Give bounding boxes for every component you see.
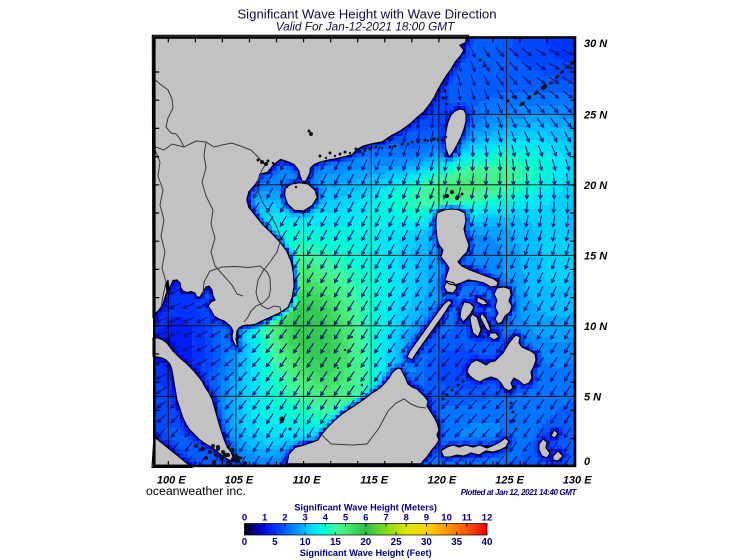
svg-text:Significant Wave Height (Feet): Significant Wave Height (Feet) bbox=[300, 548, 432, 558]
svg-text:130 E: 130 E bbox=[563, 475, 592, 487]
svg-text:105 E: 105 E bbox=[225, 475, 254, 487]
svg-text:1: 1 bbox=[262, 513, 268, 524]
svg-text:5 N: 5 N bbox=[584, 391, 602, 403]
svg-text:100 E: 100 E bbox=[157, 475, 186, 487]
svg-text:30: 30 bbox=[421, 537, 432, 548]
svg-text:115 E: 115 E bbox=[360, 475, 389, 487]
svg-text:11: 11 bbox=[462, 513, 473, 524]
svg-text:7: 7 bbox=[383, 513, 388, 524]
svg-text:10 N: 10 N bbox=[584, 321, 608, 333]
svg-text:2: 2 bbox=[282, 513, 287, 524]
svg-text:oceanweather inc.: oceanweather inc. bbox=[146, 484, 246, 498]
svg-text:5: 5 bbox=[272, 537, 278, 548]
svg-text:0: 0 bbox=[242, 537, 248, 548]
svg-text:25 N: 25 N bbox=[583, 109, 608, 121]
svg-text:40: 40 bbox=[482, 537, 493, 548]
svg-text:Valid For Jan-12-2021 18:00 GM: Valid For Jan-12-2021 18:00 GMT bbox=[276, 20, 455, 34]
svg-text:Plotted at Jan 12, 2021 14:40: Plotted at Jan 12, 2021 14:40 GMT bbox=[461, 488, 578, 497]
svg-text:25: 25 bbox=[391, 537, 402, 548]
svg-text:0: 0 bbox=[242, 513, 247, 524]
svg-text:12: 12 bbox=[482, 513, 493, 524]
svg-text:6: 6 bbox=[363, 513, 368, 524]
svg-text:35: 35 bbox=[451, 537, 462, 548]
svg-text:125 E: 125 E bbox=[495, 475, 524, 487]
svg-text:8: 8 bbox=[404, 513, 410, 524]
svg-text:10: 10 bbox=[300, 537, 311, 548]
svg-text:120 E: 120 E bbox=[428, 475, 457, 487]
svg-text:20: 20 bbox=[360, 537, 371, 548]
svg-text:5: 5 bbox=[343, 513, 349, 524]
svg-text:110 E: 110 E bbox=[293, 475, 322, 487]
svg-text:30 N: 30 N bbox=[584, 38, 608, 50]
svg-text:15 N: 15 N bbox=[584, 250, 608, 262]
svg-text:Significant Wave Height (Meter: Significant Wave Height (Meters) bbox=[294, 503, 437, 513]
svg-text:10: 10 bbox=[441, 513, 452, 524]
svg-text:4: 4 bbox=[323, 513, 329, 524]
svg-text:3: 3 bbox=[302, 513, 307, 524]
svg-text:0: 0 bbox=[584, 456, 591, 468]
svg-text:Significant Wave Height with W: Significant Wave Height with Wave Direct… bbox=[237, 7, 496, 22]
svg-text:20 N: 20 N bbox=[583, 180, 608, 192]
svg-text:15: 15 bbox=[330, 537, 341, 548]
svg-text:9: 9 bbox=[424, 513, 429, 524]
